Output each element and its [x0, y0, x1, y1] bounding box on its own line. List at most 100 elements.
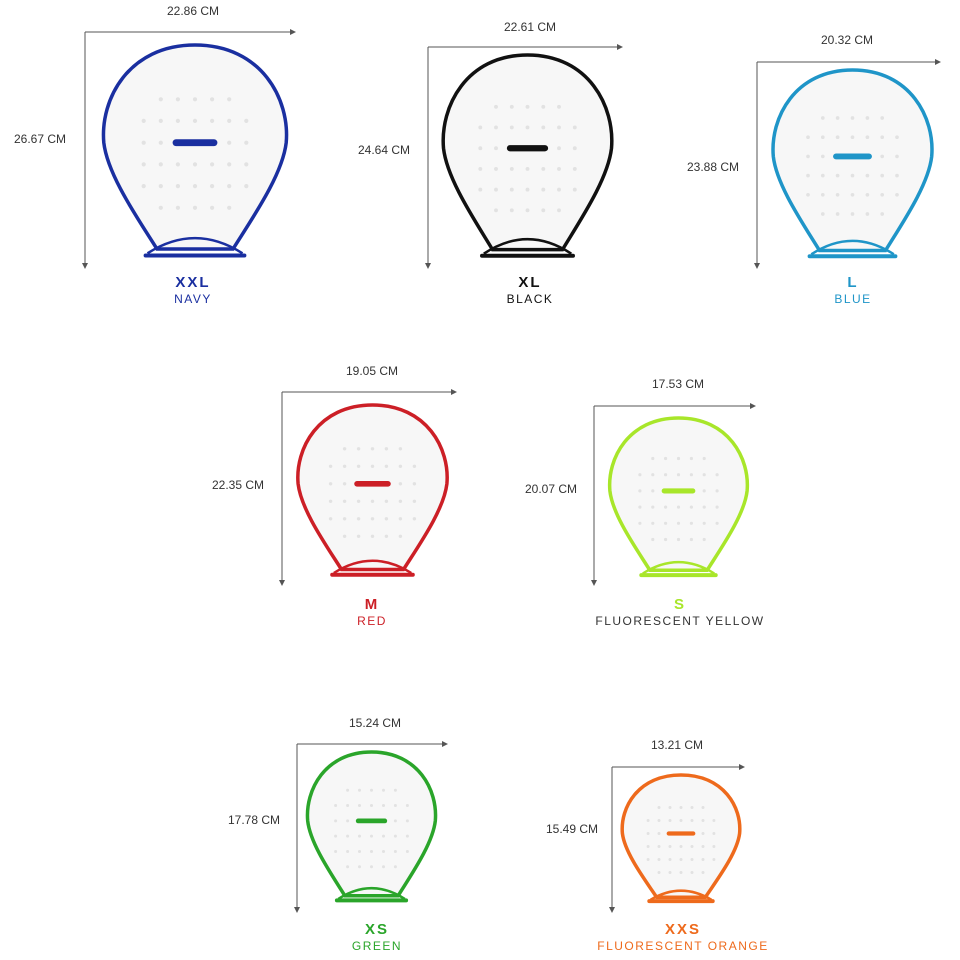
- paddle-hole: [820, 173, 825, 178]
- paddle-hole: [895, 154, 899, 159]
- paddle-hole: [393, 804, 397, 807]
- paddle-hole: [405, 834, 409, 838]
- paddle-hole: [192, 183, 198, 189]
- paddle-hole: [525, 208, 530, 213]
- width-label: 19.05 CM: [346, 364, 398, 378]
- paddle-hole: [370, 834, 373, 838]
- paddle-hole: [690, 806, 694, 809]
- paddle-hole: [657, 819, 661, 822]
- paddle-hole: [651, 505, 655, 509]
- paddle-hole: [651, 489, 655, 493]
- paddle-hole: [356, 464, 361, 469]
- paddle-hole: [572, 146, 577, 151]
- paddle-hole: [494, 104, 498, 109]
- paddle-hole: [370, 534, 375, 539]
- paddle-hole: [712, 858, 716, 861]
- width-label: 17.53 CM: [652, 377, 704, 391]
- paddle-hole: [541, 166, 546, 171]
- paddle-hole: [806, 154, 810, 159]
- paddle-hole: [356, 517, 361, 521]
- paddle-hole: [541, 187, 546, 192]
- paddle-hole: [525, 166, 530, 171]
- paddle-hole: [676, 521, 681, 525]
- paddle-hole: [820, 212, 825, 216]
- paddle-hole: [712, 819, 716, 822]
- paddle-hole: [850, 116, 855, 120]
- paddle-hole: [398, 447, 403, 451]
- color-name: NAVY: [174, 292, 212, 306]
- size-label: XXL: [175, 274, 210, 291]
- height-label: 23.88 CM: [687, 160, 739, 174]
- wrist-strap: [810, 239, 895, 256]
- paddle: [441, 53, 614, 252]
- size-label: XS: [365, 921, 389, 938]
- paddle-hole: [370, 447, 375, 451]
- paddle-hole: [334, 819, 338, 823]
- paddle-hole: [651, 473, 655, 477]
- paddle-hole: [850, 212, 855, 216]
- paddle-hole: [880, 116, 885, 120]
- wrist-strap: [146, 236, 244, 255]
- paddle-hole: [701, 819, 705, 822]
- paddle-hole: [572, 166, 577, 171]
- paddle-hole: [668, 845, 672, 848]
- paddle-hole: [702, 489, 706, 493]
- paddle-hole: [850, 135, 855, 140]
- paddle-hole: [393, 834, 397, 838]
- paddle-hole: [412, 517, 417, 521]
- paddle-hole: [557, 125, 561, 130]
- paddle-hole: [328, 482, 333, 486]
- paddle-hole: [384, 534, 389, 539]
- paddle-hole: [141, 118, 146, 124]
- paddle-hole: [895, 192, 899, 197]
- wrist-strap: [642, 561, 715, 575]
- paddle-hole: [664, 521, 668, 525]
- paddle-hole: [356, 534, 361, 539]
- paddle-hole: [525, 104, 530, 109]
- paddle-hole: [702, 456, 706, 461]
- paddle-hole: [690, 819, 694, 822]
- paddle-hole: [356, 499, 361, 504]
- paddle-hole: [689, 521, 693, 525]
- paddle-hole: [701, 832, 705, 835]
- paddle-hole: [690, 845, 694, 848]
- size-label: L: [847, 274, 858, 291]
- size-label: S: [674, 596, 686, 613]
- height-label: 17.78 CM: [228, 813, 280, 827]
- paddle-hole: [509, 208, 514, 213]
- paddle-hole: [679, 858, 683, 861]
- paddle-hole: [541, 104, 546, 109]
- paddle-hole: [398, 517, 403, 521]
- paddle-hole: [715, 505, 719, 509]
- paddle-hole: [398, 499, 403, 504]
- paddle-hole: [393, 819, 397, 823]
- paddle-hole: [572, 187, 577, 192]
- height-label: 20.07 CM: [525, 482, 577, 496]
- paddle-hole: [835, 173, 840, 178]
- size-label: XL: [518, 274, 541, 291]
- paddle-hole: [494, 146, 498, 151]
- paddle-hole: [384, 517, 389, 521]
- paddle-hole: [494, 166, 498, 171]
- paddle-hole: [657, 858, 661, 861]
- paddle-hole: [835, 212, 840, 216]
- paddle-hole: [393, 788, 397, 792]
- paddle-hole: [382, 834, 385, 838]
- paddle-hole: [398, 482, 403, 486]
- color-name: FLUORESCENT ORANGE: [597, 939, 768, 953]
- paddle-hole: [478, 146, 483, 151]
- paddle-hole: [358, 804, 361, 807]
- paddle-hole: [651, 537, 655, 542]
- paddle-hole: [715, 489, 719, 493]
- paddle-hole: [820, 192, 825, 197]
- paddle-hole: [557, 208, 561, 213]
- paddle-hole: [158, 162, 163, 167]
- width-label: 22.61 CM: [504, 20, 556, 34]
- paddle-hole: [638, 489, 642, 493]
- color-name: RED: [357, 614, 387, 628]
- paddle-hole: [342, 499, 347, 504]
- paddle-hole: [806, 192, 810, 197]
